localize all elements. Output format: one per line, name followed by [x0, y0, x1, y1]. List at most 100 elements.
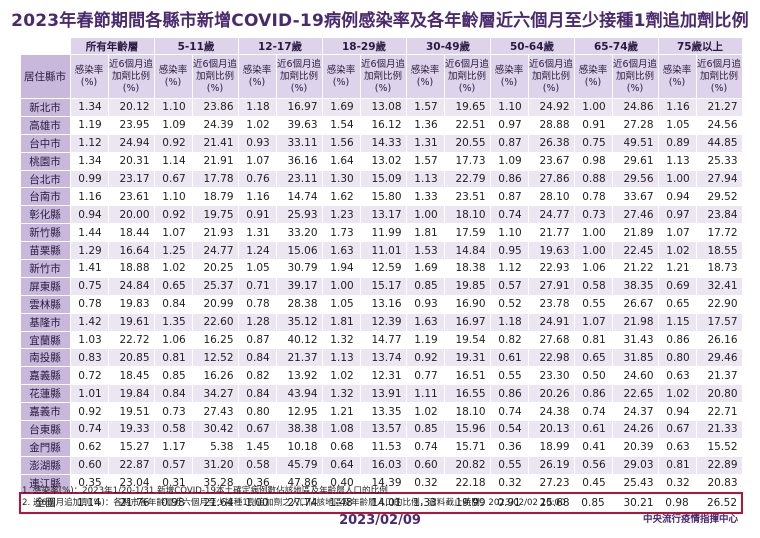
county-name: 桃園市 [19, 151, 71, 171]
infection-rate-cell: 1.13 [321, 348, 361, 368]
infection-rate-cell: 0.78 [573, 187, 613, 207]
infection-rate-cell: 1.81 [405, 223, 445, 243]
infection-rate-cell: 0.87 [489, 133, 529, 153]
infection-rate-cell: 0.81 [657, 455, 697, 475]
infection-rate-cell: 1.62 [321, 187, 361, 207]
booster-ratio-cell: 23.30 [527, 366, 575, 386]
infection-rate-cell: 1.35 [153, 312, 193, 332]
booster-ratio-cell: 21.93 [191, 223, 239, 243]
age-group-header-row: 所有年齡層 5-11歲 12-17歲 18-29歲 30-49歲 50-64歲 65-74歲… [19, 37, 743, 55]
total-booster-ratio-cell: 30.21 [611, 491, 659, 514]
infection-rate-cell: 0.62 [69, 437, 109, 457]
infection-rate-cell: 0.75 [573, 133, 613, 153]
infection-rate-cell: 0.58 [237, 455, 277, 475]
infection-rate-cell: 1.00 [405, 205, 445, 225]
booster-ratio-cell: 17.72 [695, 223, 743, 243]
infection-rate-cell: 0.52 [489, 294, 529, 314]
booster-ratio-cell: 15.09 [359, 169, 407, 189]
page-title: 2023年春節期間各縣市新增COVID-19病例感染率及各年齡層近六個月至少接種… [11, 11, 749, 31]
infection-rate-cell: 0.58 [153, 420, 193, 439]
booster-ratio-cell: 19.31 [443, 348, 491, 368]
infection-rate-cell: 0.61 [489, 348, 529, 368]
infection-rate-cell: 1.94 [321, 259, 361, 278]
booster-ratio-cell: 33.11 [275, 133, 323, 153]
infection-rate-cell: 0.86 [489, 169, 529, 189]
infection-rate-cell: 1.31 [405, 133, 445, 153]
booster-ratio-cell: 15.52 [695, 437, 743, 457]
table-row: 高雄市 1.19 23.95 1.09 24.39 1.02 39.63 1.54 16.12 1… [19, 115, 743, 135]
booster-ratio-cell: 21.91 [191, 151, 239, 171]
infection-rate-cell: 0.82 [237, 366, 277, 386]
booster-ratio-cell: 39.17 [275, 276, 323, 296]
infection-rate-cell: 1.18 [237, 98, 277, 117]
booster-ratio-cell: 24.92 [527, 98, 575, 117]
infection-rate-cell: 0.35 [69, 473, 109, 494]
age-group-header: 65-74歲 [573, 37, 659, 55]
booster-ratio-cell: 27.46 [611, 205, 659, 225]
infection-rate-cell: 0.92 [69, 402, 109, 422]
booster-ratio-cell: 33.67 [611, 187, 659, 207]
booster-ratio-cell: 14.39 [359, 473, 407, 494]
infection-rate-cell: 1.13 [657, 151, 697, 171]
infection-rate-header: 感染率(%) [321, 54, 361, 99]
total-booster-ratio-cell: 25.68 [527, 491, 575, 514]
booster-ratio-cell: 23.04 [107, 473, 155, 494]
booster-ratio-cell: 35.12 [275, 312, 323, 332]
booster-ratio-cell: 21.33 [695, 420, 743, 439]
infection-rate-cell: 0.67 [153, 169, 193, 189]
infection-rate-cell: 1.02 [321, 366, 361, 386]
booster-ratio-cell: 18.10 [443, 402, 491, 422]
booster-ratio-cell: 16.64 [107, 241, 155, 261]
infection-rate-header: 感染率(%) [573, 54, 613, 99]
booster-ratio-cell: 16.26 [191, 366, 239, 386]
booster-ratio-cell: 14.77 [359, 330, 407, 350]
infection-rate-cell: 0.85 [405, 276, 445, 296]
infection-rate-cell: 1.00 [321, 276, 361, 296]
infection-rate-cell: 1.21 [657, 259, 697, 278]
county-name: 新竹市 [19, 259, 71, 278]
booster-ratio-cell: 20.83 [695, 473, 743, 494]
booster-ratio-cell: 49.51 [611, 133, 659, 153]
booster-ratio-header: 近6個月追加劑比例(%) [107, 54, 155, 99]
booster-ratio-cell: 24.39 [191, 115, 239, 135]
infection-rate-cell: 0.76 [237, 169, 277, 189]
county-name: 新北市 [19, 98, 71, 117]
age-group-header: 12-17歲 [237, 37, 323, 55]
infection-rate-cell: 1.16 [69, 187, 109, 207]
infection-rate-cell: 1.08 [321, 420, 361, 439]
infection-rate-cell: 0.41 [573, 437, 613, 457]
infection-rate-cell: 0.80 [237, 402, 277, 422]
age-group-header: 50-64歲 [489, 37, 575, 55]
booster-ratio-cell: 22.79 [443, 169, 491, 189]
infection-rate-cell: 1.34 [69, 98, 109, 117]
infection-rate-cell: 1.54 [321, 115, 361, 135]
booster-ratio-cell: 22.45 [611, 241, 659, 261]
booster-ratio-cell: 29.52 [695, 187, 743, 207]
table-row: 彰化縣 0.94 20.00 0.92 19.75 0.91 25.93 1.23 13.17 1… [19, 205, 743, 225]
booster-ratio-cell: 11.53 [359, 437, 407, 457]
booster-ratio-cell: 17.73 [443, 151, 491, 171]
booster-ratio-cell: 18.99 [527, 437, 575, 457]
booster-ratio-cell: 16.90 [443, 294, 491, 314]
table-row: 宜蘭縣 1.03 22.72 1.06 16.25 0.87 40.12 1.32 14.77 1… [19, 330, 743, 350]
county-name: 彰化縣 [19, 205, 71, 225]
infection-rate-cell: 1.23 [321, 205, 361, 225]
infection-rate-cell: 1.28 [237, 312, 277, 332]
booster-ratio-cell: 29.56 [611, 169, 659, 189]
booster-ratio-cell: 15.71 [443, 437, 491, 457]
table-row: 台南市 1.16 23.61 1.10 18.79 1.16 14.74 1.62 15.80 1… [19, 187, 743, 207]
infection-rate-cell: 0.55 [489, 455, 529, 475]
booster-ratio-cell: 18.79 [191, 187, 239, 207]
infection-rate-cell: 1.11 [405, 384, 445, 404]
booster-ratio-cell: 19.84 [107, 384, 155, 404]
table-row: 嘉義縣 0.72 18.45 0.85 16.26 0.82 13.92 1.02 12.31 0… [19, 366, 743, 386]
booster-ratio-header: 近6個月追加劑比例(%) [275, 54, 323, 99]
infection-rate-cell: 1.24 [237, 241, 277, 261]
infection-rate-cell: 1.10 [489, 98, 529, 117]
infection-rate-header: 感染率(%) [405, 54, 445, 99]
infection-rate-cell: 0.69 [657, 276, 697, 296]
table-row: 雲林縣 0.78 19.83 0.84 20.99 0.78 28.38 1.05 13.16 0… [19, 294, 743, 314]
county-name: 高雄市 [19, 115, 71, 135]
booster-ratio-cell: 18.45 [107, 366, 155, 386]
booster-ratio-cell: 16.51 [443, 366, 491, 386]
